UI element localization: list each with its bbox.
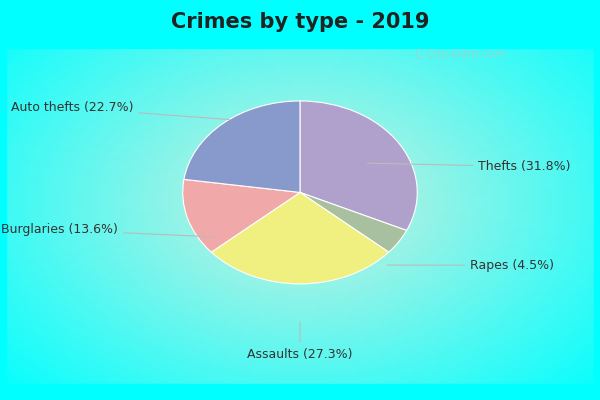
Text: Assaults (27.3%): Assaults (27.3%) <box>247 322 353 361</box>
Bar <box>0 0 6 400</box>
Wedge shape <box>300 192 407 252</box>
Wedge shape <box>211 192 389 284</box>
Wedge shape <box>183 179 300 252</box>
Text: Auto thefts (22.7%): Auto thefts (22.7%) <box>11 102 229 120</box>
Text: ⓘ City-Data.com: ⓘ City-Data.com <box>416 49 505 59</box>
Text: Burglaries (13.6%): Burglaries (13.6%) <box>1 224 213 237</box>
Wedge shape <box>300 101 417 230</box>
Bar <box>0 0 600 48</box>
Bar <box>594 0 600 400</box>
Text: Thefts (31.8%): Thefts (31.8%) <box>367 160 571 173</box>
Wedge shape <box>184 101 300 192</box>
Bar <box>0 384 600 400</box>
Text: Crimes by type - 2019: Crimes by type - 2019 <box>171 12 429 32</box>
Text: Rapes (4.5%): Rapes (4.5%) <box>387 259 554 272</box>
